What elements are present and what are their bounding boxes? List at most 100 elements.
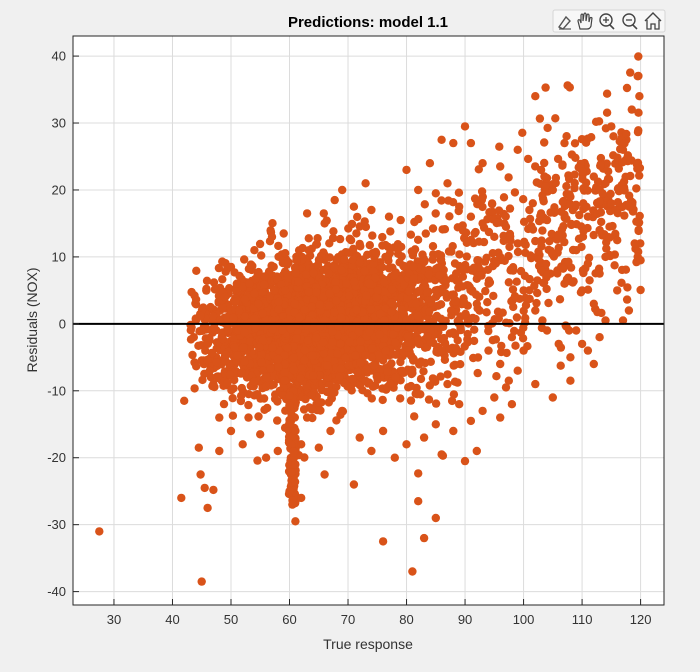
data-point xyxy=(329,308,339,317)
data-point xyxy=(428,374,438,383)
data-point xyxy=(606,189,615,199)
data-point xyxy=(559,222,568,231)
data-point xyxy=(186,335,196,344)
data-point xyxy=(536,165,546,175)
data-point xyxy=(188,350,197,360)
data-point xyxy=(246,337,255,346)
data-point xyxy=(607,122,616,131)
data-point xyxy=(494,206,504,215)
data-point xyxy=(419,367,428,376)
data-point xyxy=(589,359,598,369)
y-tick-label: -30 xyxy=(47,517,66,532)
data-point xyxy=(583,346,593,355)
data-point xyxy=(562,182,571,191)
data-point xyxy=(95,527,104,536)
data-point xyxy=(513,239,522,248)
data-point xyxy=(570,178,579,188)
data-point xyxy=(292,334,301,343)
data-point xyxy=(330,388,339,397)
data-point xyxy=(378,537,388,546)
brush-icon[interactable] xyxy=(557,15,571,30)
data-point xyxy=(565,83,574,92)
data-point xyxy=(267,232,277,241)
data-point xyxy=(240,328,249,337)
data-point xyxy=(221,356,230,366)
data-point xyxy=(519,195,528,204)
zoom-out-icon[interactable] xyxy=(622,13,638,30)
data-point xyxy=(483,298,492,307)
data-point xyxy=(347,219,357,229)
data-point xyxy=(531,306,540,315)
data-point xyxy=(553,269,562,278)
data-point xyxy=(320,470,329,479)
data-point xyxy=(513,247,523,257)
data-point xyxy=(376,309,385,319)
data-point xyxy=(548,249,557,259)
data-point xyxy=(213,373,223,383)
y-tick-label: 0 xyxy=(59,316,66,331)
data-point xyxy=(613,209,622,218)
data-point xyxy=(408,567,417,576)
data-point xyxy=(290,299,299,309)
data-point xyxy=(419,533,429,543)
data-point xyxy=(366,305,376,314)
y-tick-label: -20 xyxy=(47,450,66,465)
data-point xyxy=(240,255,249,264)
data-point xyxy=(355,258,365,267)
data-point xyxy=(363,389,372,398)
data-point xyxy=(348,374,357,384)
data-point xyxy=(339,378,349,388)
data-point xyxy=(551,114,560,123)
data-point xyxy=(541,259,551,269)
data-point xyxy=(536,211,545,221)
data-point xyxy=(428,224,438,233)
data-point xyxy=(431,420,440,429)
data-point xyxy=(475,306,484,315)
data-point xyxy=(219,399,229,409)
data-point xyxy=(301,394,310,404)
data-point xyxy=(424,270,434,279)
data-point xyxy=(554,232,563,241)
data-point xyxy=(360,217,369,226)
data-point xyxy=(408,368,417,378)
data-point xyxy=(406,381,416,391)
data-point xyxy=(566,353,575,362)
data-point xyxy=(231,297,240,306)
data-point xyxy=(396,215,405,225)
data-point xyxy=(325,289,334,298)
data-point xyxy=(285,401,294,410)
data-point xyxy=(450,360,460,369)
data-point xyxy=(406,230,416,239)
data-point xyxy=(635,92,644,101)
x-tick-label: 30 xyxy=(107,612,121,627)
data-point xyxy=(519,286,528,295)
data-point xyxy=(294,277,303,287)
data-point xyxy=(228,394,237,403)
data-point xyxy=(287,468,296,477)
data-point xyxy=(453,336,462,345)
data-point xyxy=(222,313,232,322)
data-point xyxy=(582,202,591,211)
data-point xyxy=(460,298,469,307)
pan-hand-icon[interactable] xyxy=(577,12,593,30)
x-tick-label: 120 xyxy=(630,612,652,627)
data-point xyxy=(544,298,553,308)
data-point xyxy=(436,372,445,381)
data-point xyxy=(200,483,209,493)
data-point xyxy=(469,336,479,346)
data-point xyxy=(490,393,499,402)
data-point xyxy=(578,167,587,176)
home-icon[interactable] xyxy=(644,12,662,30)
data-point xyxy=(312,240,321,249)
x-tick-label: 100 xyxy=(513,612,535,627)
data-point xyxy=(303,336,312,345)
data-point xyxy=(602,244,611,253)
data-point xyxy=(488,336,497,345)
data-point xyxy=(601,179,610,188)
data-point xyxy=(545,237,554,246)
data-point xyxy=(409,356,418,365)
data-point xyxy=(355,433,364,442)
zoom-in-icon[interactable] xyxy=(599,13,615,30)
data-point xyxy=(332,416,341,425)
